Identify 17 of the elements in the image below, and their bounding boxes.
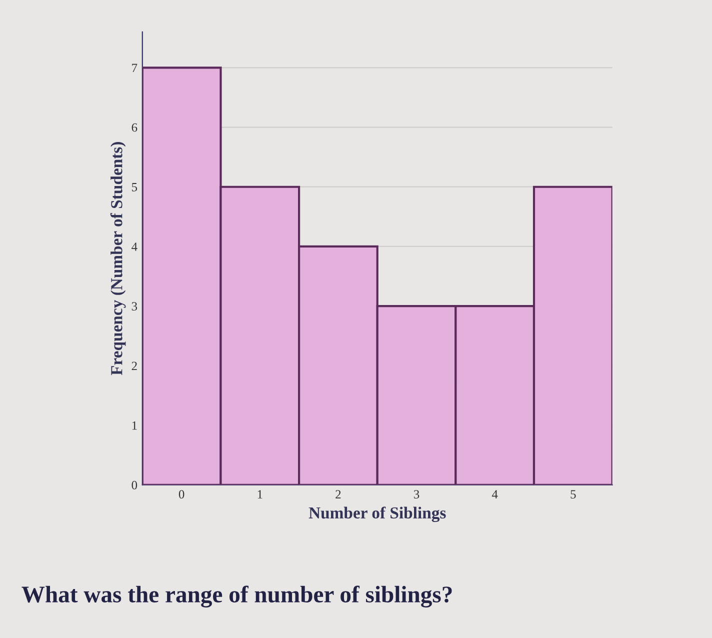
x-tick-label: 2 [336,490,341,498]
x-tick-label: 4 [492,490,498,498]
text: What was the range of number of siblings? [22,586,452,608]
x-tick-label: 5 [570,490,576,499]
y-tick-label: 7 [132,64,138,72]
x-tick-label: 3 [414,490,420,499]
y-tick-label: 2 [132,362,137,370]
y-tick-label: 4 [132,242,138,251]
x-tick-label: 1 [258,490,262,498]
y-tick-label: 1 [132,421,137,430]
y-tick-label: 0 [132,480,138,490]
y-tick-label: 6 [132,123,138,132]
y-axis-title: Frequency (Number of Students) [110,142,126,376]
x-axis-title: Number of Siblings [308,506,446,522]
x-tick-label: 0 [178,490,184,499]
y-tick-label: 5 [132,183,138,192]
y-tick-label: 3 [132,302,138,311]
